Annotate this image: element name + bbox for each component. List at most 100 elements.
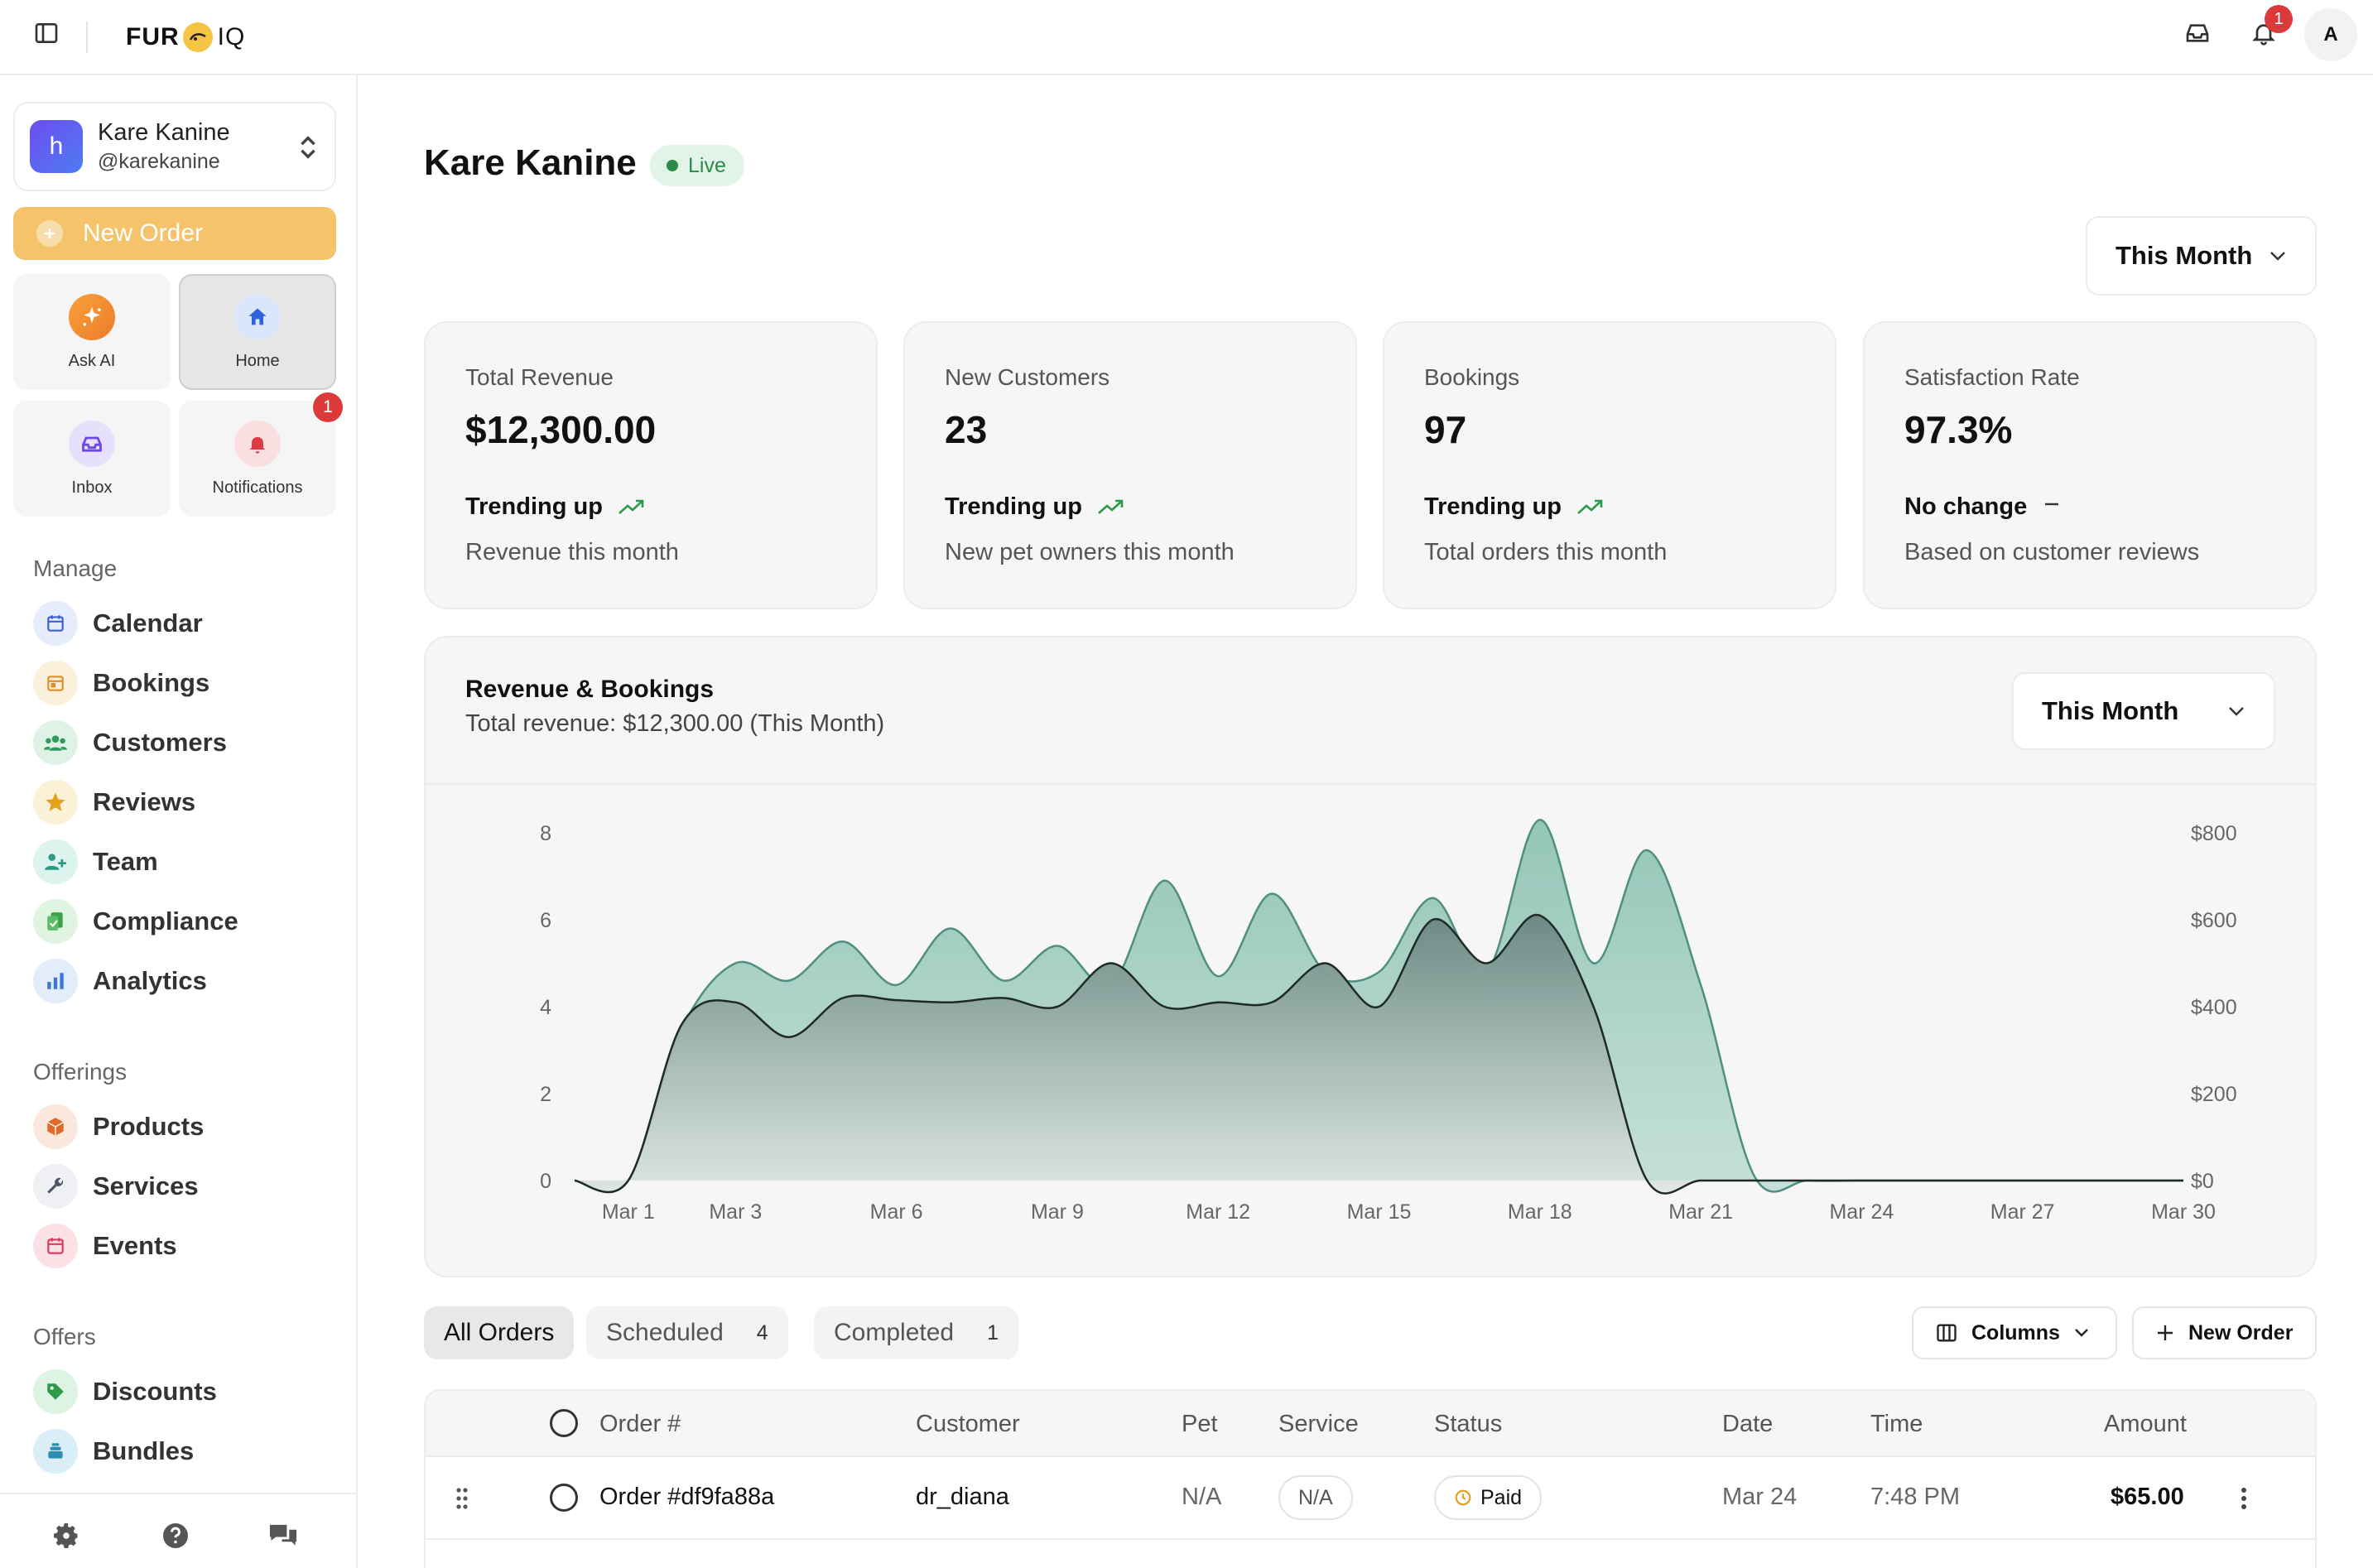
period-select[interactable]: This Month (2086, 216, 2317, 296)
drag-handle-icon[interactable] (455, 1487, 469, 1514)
kpi-trend: Trending up (945, 493, 1082, 520)
sidebar-item-services[interactable]: Services (33, 1163, 199, 1210)
kpi-value: $12,300.00 (465, 408, 657, 451)
chart-period-select[interactable]: This Month (2012, 672, 2275, 750)
trending-up-icon (619, 499, 644, 514)
kpi-value: 23 (945, 408, 988, 451)
section-title-offers: Offers (33, 1324, 96, 1349)
tile-home[interactable]: Home (179, 274, 336, 390)
new-order-table-button[interactable]: New Order (2132, 1306, 2317, 1359)
sidebar-item-discounts[interactable]: Discounts (33, 1368, 217, 1415)
sidebar-item-bookings[interactable]: Bookings (33, 660, 209, 706)
sparkle-icon (69, 293, 115, 340)
kpi-label: New Customers (945, 364, 1110, 390)
status-label: Paid (1480, 1485, 1523, 1509)
trending-up-icon (1098, 499, 1124, 514)
y-left-tick-label: 8 (540, 822, 551, 845)
x-tick-label: Mar 9 (1031, 1200, 1084, 1224)
divider (86, 22, 88, 53)
kpi-card-satisfaction: Satisfaction Rate 97.3% No change Based … (1863, 321, 2317, 609)
tile-notifications[interactable]: Notifications (179, 401, 336, 517)
kpi-value: 97.3% (1904, 408, 2013, 451)
table-row-partial (426, 1542, 2315, 1568)
header-service[interactable]: Service (1278, 1411, 1359, 1437)
wrench-icon (33, 1164, 78, 1209)
sidebar-item-calendar[interactable]: Calendar (33, 600, 203, 647)
sidebar-item-label: Services (93, 1171, 199, 1200)
notifications-badge: 1 (313, 392, 343, 422)
header-amount[interactable]: Amount (2104, 1411, 2187, 1437)
new-order-button-label: New Order (2188, 1320, 2294, 1344)
row-select-radio[interactable] (550, 1484, 578, 1512)
sidebar-item-customers[interactable]: Customers (33, 719, 227, 766)
kpi-value: 97 (1424, 408, 1467, 451)
account-avatar: h (30, 120, 83, 173)
chart-title: Revenue & Bookings (465, 676, 715, 703)
header-order[interactable]: Order # (599, 1411, 681, 1437)
filter-all-orders[interactable]: All Orders (424, 1306, 575, 1359)
sidebar-item-products[interactable]: Products (33, 1104, 204, 1150)
filter-completed[interactable]: Completed 1 (814, 1306, 1018, 1359)
gear-icon[interactable] (50, 1519, 83, 1552)
x-tick-label: Mar 6 (870, 1200, 923, 1224)
x-tick-label: Mar 1 (602, 1200, 655, 1224)
filter-label: Scheduled (606, 1319, 724, 1346)
filter-scheduled[interactable]: Scheduled 4 (586, 1306, 788, 1359)
sidebar-footer (0, 1493, 356, 1568)
account-handle: @karekanine (98, 150, 220, 173)
tile-inbox[interactable]: Inbox (13, 401, 171, 517)
notification-badge: 1 (2265, 5, 2293, 33)
sidebar-toggle-icon[interactable] (31, 18, 61, 48)
sidebar-item-reviews[interactable]: Reviews (33, 779, 195, 825)
sidebar-item-label: Analytics (93, 966, 207, 995)
account-switcher[interactable]: h Kare Kanine @karekanine (13, 102, 336, 191)
new-order-button[interactable]: New Order (13, 207, 336, 260)
revenue-bookings-chart: 0 2 4 6 8 $0 $200 $400 $600 $800 Mar 1 Mar 3 Mar 6 Ma… (540, 818, 2237, 1224)
row-menu-icon[interactable] (2241, 1487, 2247, 1514)
y-right-tick-label: $0 (2191, 1170, 2214, 1193)
inbox-icon[interactable] (2183, 18, 2212, 48)
sidebar-item-label: Bookings (93, 668, 210, 697)
tile-label: Notifications (212, 478, 303, 497)
x-tick-label: Mar 27 (1990, 1200, 2055, 1224)
table-row[interactable]: Order #df9fa88a dr_diana N/A N/A Paid Ma… (426, 1457, 2315, 1540)
sidebar-item-compliance[interactable]: Compliance (33, 898, 238, 945)
header-time[interactable]: Time (1870, 1411, 1923, 1437)
kpi-subtext: New pet owners this month (945, 539, 1235, 565)
kpi-subtext: Total orders this month (1424, 539, 1668, 565)
header-date[interactable]: Date (1722, 1411, 1774, 1437)
tile-ask-ai[interactable]: Ask AI (13, 274, 171, 390)
box-icon (33, 1104, 78, 1149)
cell-time: 7:48 PM (1870, 1484, 1960, 1510)
home-icon (234, 293, 281, 340)
columns-button[interactable]: Columns (1912, 1306, 2117, 1359)
chat-icon[interactable] (267, 1519, 300, 1552)
trending-up-icon (1577, 499, 1603, 514)
y-right-tick-label: $200 (2191, 1083, 2237, 1106)
service-label: N/A (1298, 1485, 1333, 1509)
cell-order[interactable]: Order #df9fa88a (599, 1484, 775, 1510)
clock-icon (1455, 1489, 1471, 1506)
sidebar-item-analytics[interactable]: Analytics (33, 958, 207, 1004)
kpi-label: Bookings (1424, 364, 1520, 390)
chevron-down-icon (2229, 707, 2244, 716)
sidebar-item-label: Team (93, 847, 158, 876)
user-avatar[interactable]: A (2304, 8, 2357, 61)
header-status[interactable]: Status (1434, 1411, 1503, 1437)
x-tick-label: Mar 18 (1508, 1200, 1572, 1224)
logo-text-left: FUR (126, 23, 180, 51)
header-pet[interactable]: Pet (1182, 1411, 1218, 1437)
sidebar-item-events[interactable]: Events (33, 1223, 177, 1269)
orders-table: Order # Customer Pet Service Status Date… (424, 1389, 2317, 1568)
table-header: Order # Customer Pet Service Status Date… (426, 1391, 2315, 1457)
kpi-card-customers: New Customers 23 Trending up New pet own… (903, 321, 1357, 609)
header-customer[interactable]: Customer (916, 1411, 1020, 1437)
select-all-radio[interactable] (550, 1409, 578, 1437)
logo-text-right: IQ (217, 23, 246, 51)
layers-icon (33, 1429, 78, 1474)
help-icon[interactable] (159, 1519, 192, 1552)
live-dot-icon (667, 160, 678, 171)
sidebar-item-team[interactable]: Team (33, 839, 158, 885)
brand-logo[interactable]: FUR IQ (126, 18, 245, 56)
sidebar-item-bundles[interactable]: Bundles (33, 1428, 194, 1474)
